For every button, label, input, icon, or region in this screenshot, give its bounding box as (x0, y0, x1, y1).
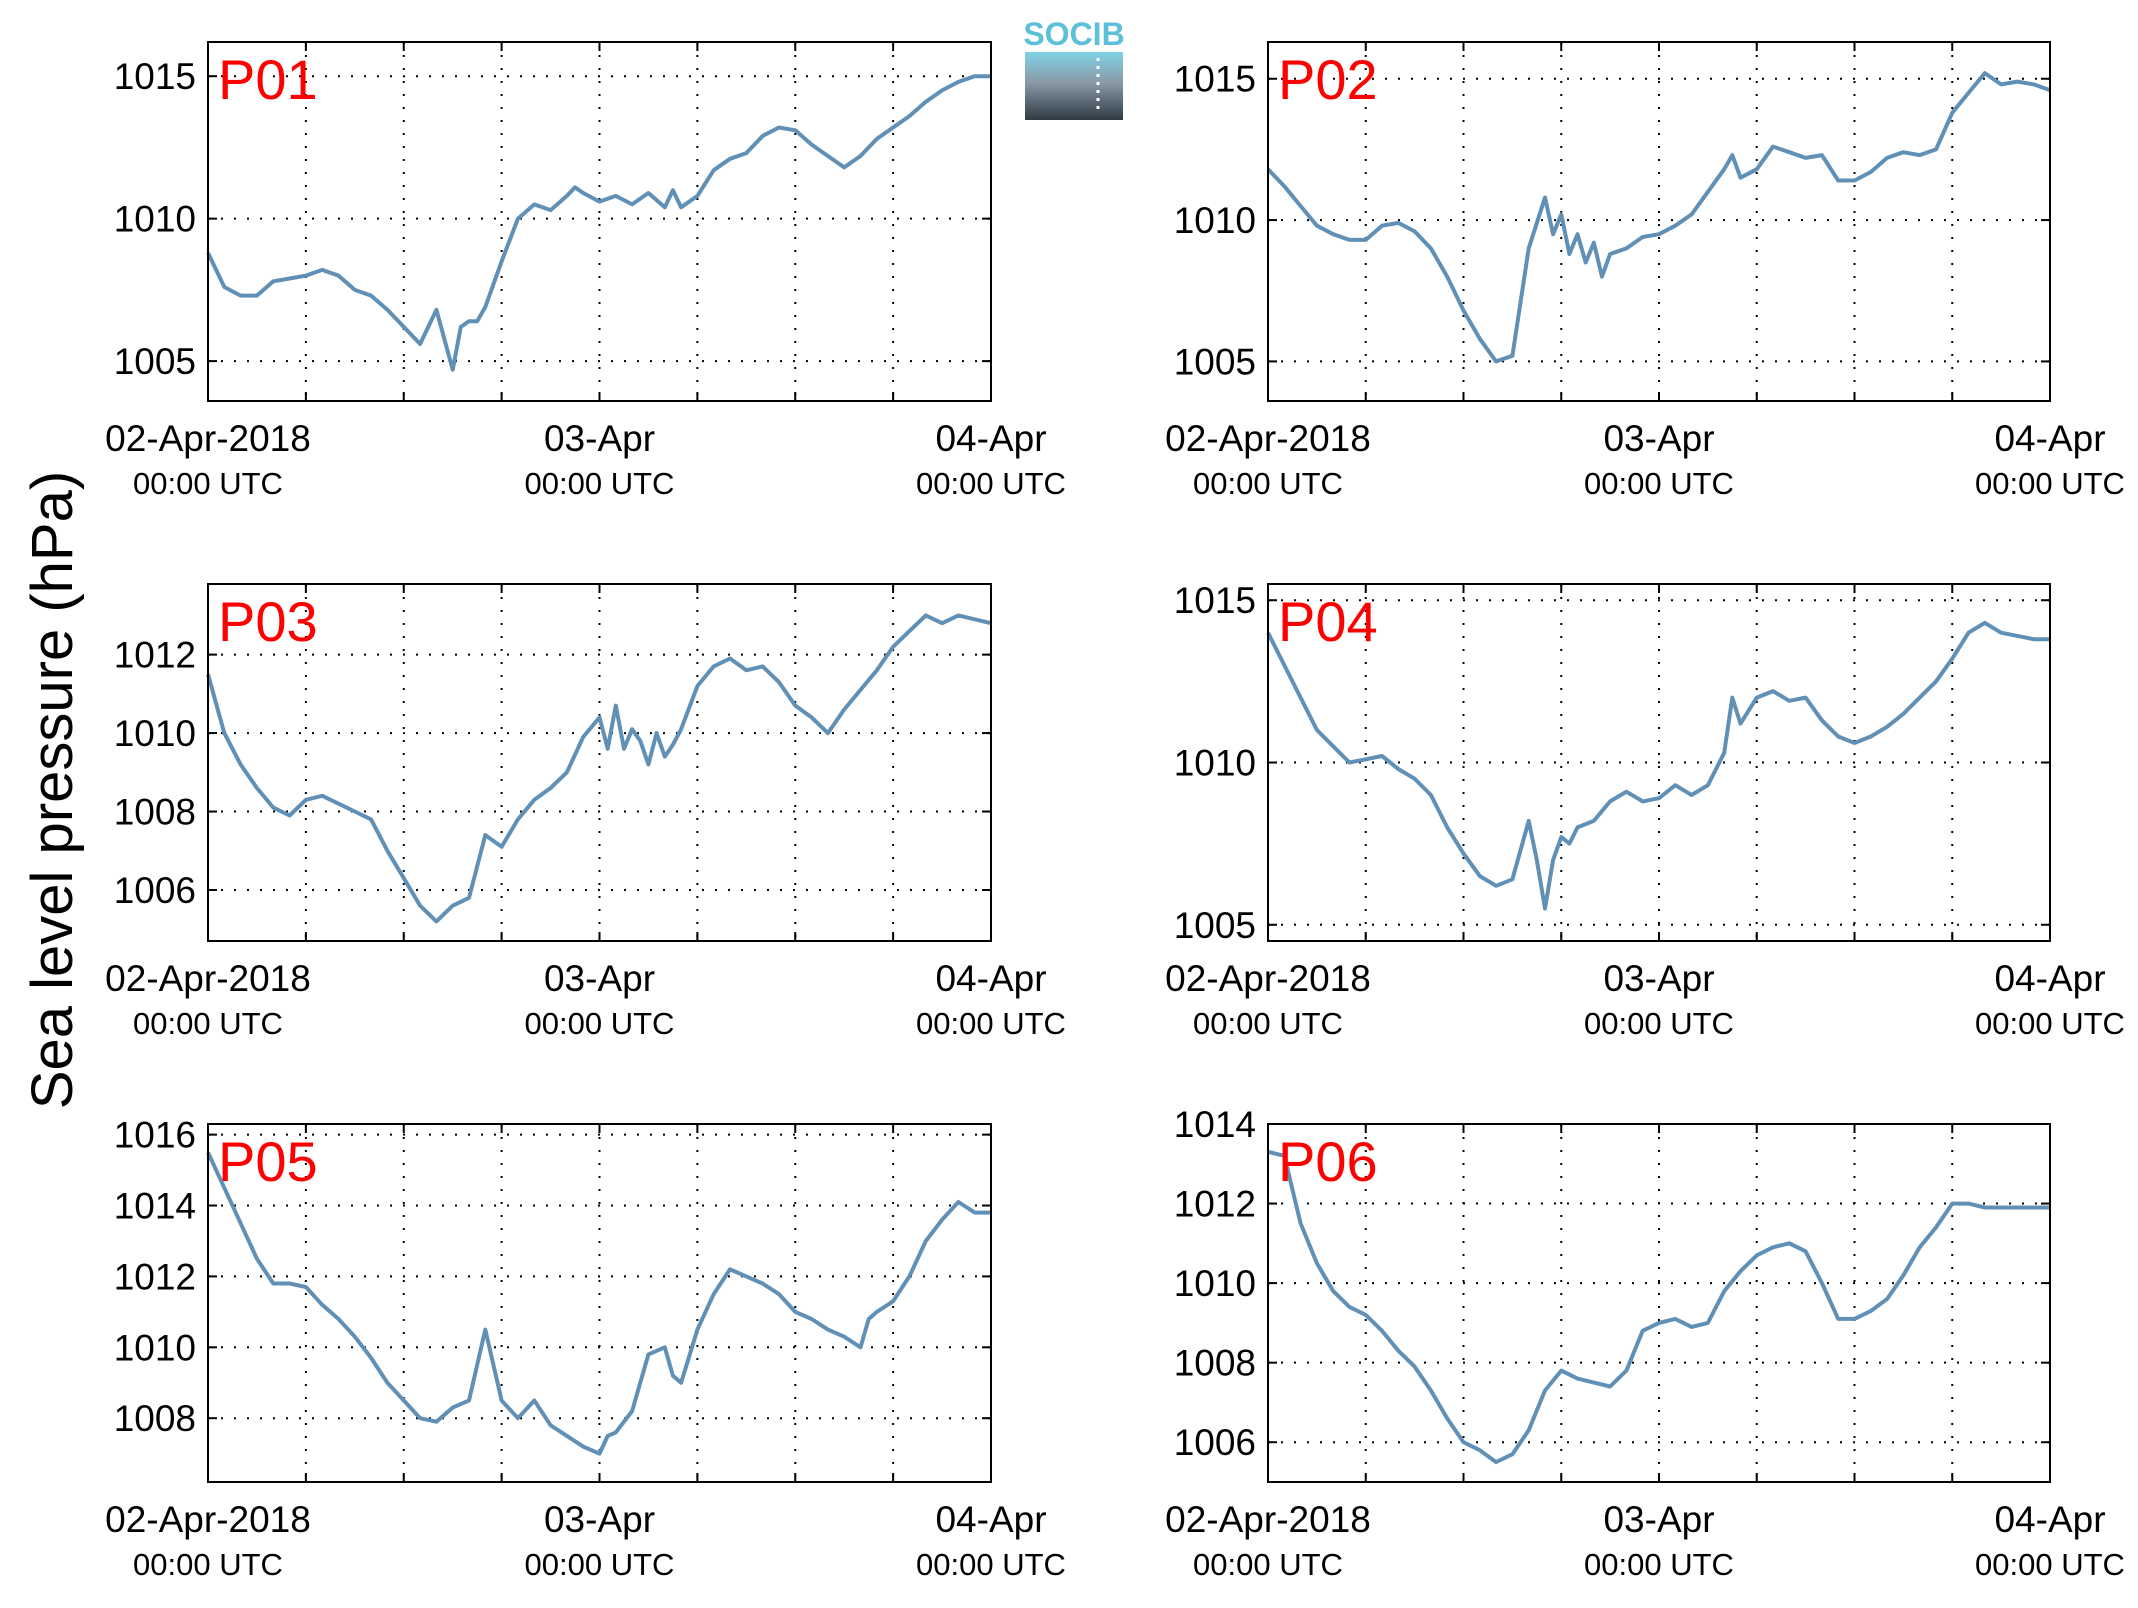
axes-frame (207, 583, 992, 942)
x-tick-label: 04-Apr (1994, 418, 2105, 459)
x-tick-sublabel: 00:00 UTC (1975, 1006, 2125, 1041)
x-tick-label: 02-Apr-2018 (105, 958, 311, 999)
panel-label: P05 (218, 1130, 318, 1193)
x-tick-label: 02-Apr-2018 (105, 418, 311, 459)
panel-label: P03 (218, 590, 318, 653)
x-tick-sublabel: 00:00 UTC (916, 1547, 1066, 1582)
axes-frame (1267, 41, 2051, 402)
y-tick-label: 1015 (1174, 59, 1256, 100)
series-line-p04 (1266, 620, 2050, 911)
x-tick-label: 02-Apr-2018 (1165, 418, 1371, 459)
panel-label: P04 (1278, 590, 1378, 653)
y-tick-label: 1008 (1174, 1343, 1256, 1384)
x-tick-sublabel: 00:00 UTC (133, 466, 283, 501)
panel-label: P06 (1278, 1130, 1378, 1193)
y-tick-label: 1008 (114, 792, 196, 833)
panel-p04: 1005 1010 1015 02-Apr-2018 00:00 UTC 03-Apr 00… (1165, 580, 2125, 1041)
x-tick-sublabel: 00:00 UTC (1193, 1006, 1343, 1041)
series-line-p03 (206, 613, 992, 924)
y-tick-label: 1010 (1174, 743, 1256, 784)
y-tick-label: 1014 (114, 1186, 196, 1227)
x-tick-label: 03-Apr (1603, 418, 1714, 459)
axes-frame (207, 1123, 992, 1483)
x-tick-label: 04-Apr (935, 958, 1046, 999)
y-tick-label: 1016 (114, 1115, 196, 1156)
x-tick-label: 02-Apr-2018 (1165, 1499, 1371, 1540)
y-tick-label: 1005 (114, 341, 196, 382)
x-tick-sublabel: 00:00 UTC (1975, 466, 2125, 501)
panel-label: P02 (1278, 48, 1378, 111)
y-tick-label: 1015 (114, 56, 196, 97)
socib-logo: SOCIB (1023, 16, 1125, 120)
axes-frame (207, 41, 992, 402)
x-tick-sublabel: 00:00 UTC (1193, 1547, 1343, 1582)
axes-frame (1267, 583, 2051, 942)
panel-p06: 1006 1008 1010 1012 1014 02-Apr-2018 00:00 UTC… (1165, 1104, 2125, 1582)
x-tick-label: 03-Apr (1603, 1499, 1714, 1540)
x-tick-sublabel: 00:00 UTC (525, 466, 675, 501)
x-tick-label: 04-Apr (1994, 958, 2105, 999)
x-tick-sublabel: 00:00 UTC (1584, 466, 1734, 501)
y-tick-label: 1012 (1174, 1184, 1256, 1225)
x-tick-label: 04-Apr (935, 1499, 1046, 1540)
y-tick-label: 1014 (1174, 1104, 1256, 1145)
y-tick-label: 1012 (114, 635, 196, 676)
y-tick-label: 1005 (1174, 341, 1256, 382)
x-tick-label: 03-Apr (544, 958, 655, 999)
x-tick-sublabel: 00:00 UTC (1584, 1547, 1734, 1582)
y-tick-label: 1010 (1174, 200, 1256, 241)
x-tick-sublabel: 00:00 UTC (525, 1547, 675, 1582)
x-tick-sublabel: 00:00 UTC (525, 1006, 675, 1041)
series-line-p02 (1266, 71, 2051, 364)
panel-p03: 1006 1008 1010 1012 02-Apr-2018 00:00 UTC 03-A… (105, 583, 1066, 1041)
x-tick-sublabel: 00:00 UTC (1584, 1006, 1734, 1041)
y-tick-label: 1010 (114, 199, 196, 240)
series-line-p06 (1267, 1149, 2050, 1465)
socib-logo-gradient (1025, 52, 1123, 120)
y-tick-label: 1010 (1174, 1263, 1256, 1304)
x-tick-label: 03-Apr (544, 418, 655, 459)
x-tick-sublabel: 00:00 UTC (133, 1006, 283, 1041)
y-axis-label: Sea level pressure (hPa) (20, 471, 85, 1109)
panel-p05: 1008 1010 1012 1014 1016 02-Apr-2018 00:00 UTC… (105, 1115, 1066, 1582)
socib-logo-text: SOCIB (1023, 16, 1124, 52)
x-tick-label: 03-Apr (1603, 958, 1714, 999)
x-tick-label: 04-Apr (935, 418, 1046, 459)
x-tick-sublabel: 00:00 UTC (916, 1006, 1066, 1041)
x-tick-label: 03-Apr (544, 1499, 655, 1540)
y-tick-label: 1006 (114, 870, 196, 911)
panel-label: P01 (218, 48, 318, 111)
panel-p01: 1005 1010 1015 02-Apr-2018 00:00 UTC 03-Apr 00… (105, 41, 1066, 501)
axes-frame (1267, 1123, 2051, 1483)
series-line-p05 (206, 1151, 991, 1456)
y-tick-label: 1008 (114, 1398, 196, 1439)
y-tick-label: 1010 (114, 713, 196, 754)
x-tick-sublabel: 00:00 UTC (1193, 466, 1343, 501)
y-tick-label: 1010 (114, 1327, 196, 1368)
x-tick-label: 02-Apr-2018 (105, 1499, 311, 1540)
x-tick-label: 02-Apr-2018 (1165, 958, 1371, 999)
y-tick-label: 1012 (114, 1256, 196, 1297)
x-tick-sublabel: 00:00 UTC (916, 466, 1066, 501)
y-tick-label: 1006 (1174, 1422, 1256, 1463)
panel-p02: 1005 1010 1015 02-Apr-2018 00:00 UTC 03-Apr 00… (1165, 41, 2125, 501)
x-tick-sublabel: 00:00 UTC (1975, 1547, 2125, 1582)
y-tick-label: 1015 (1174, 580, 1256, 621)
x-tick-label: 04-Apr (1994, 1499, 2105, 1540)
series-line-p01 (206, 74, 991, 372)
y-tick-label: 1005 (1174, 905, 1256, 946)
x-tick-sublabel: 00:00 UTC (133, 1547, 283, 1582)
